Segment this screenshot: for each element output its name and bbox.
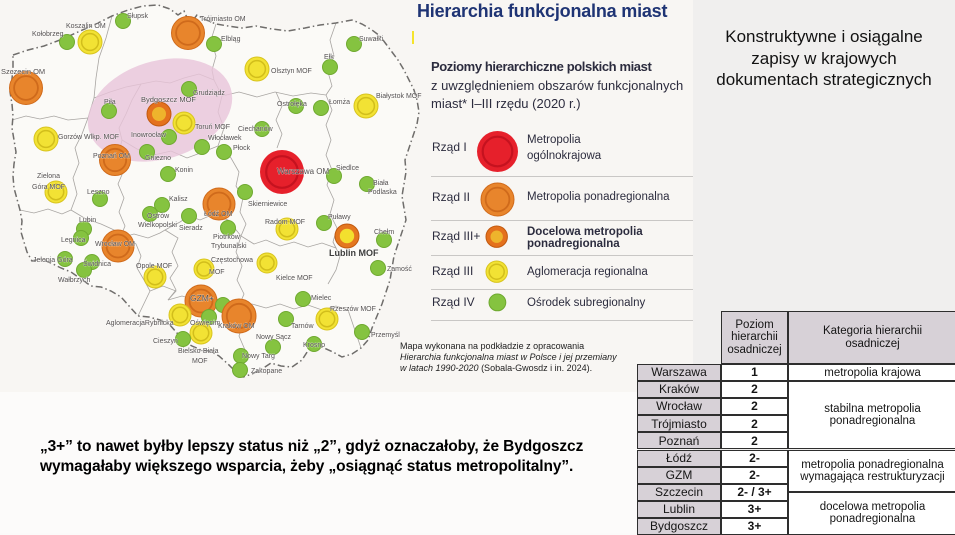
svg-text:Poznań OM: Poznań OM bbox=[93, 153, 130, 160]
svg-text:Szczecin OM: Szczecin OM bbox=[1, 67, 45, 76]
svg-text:Leszno: Leszno bbox=[87, 189, 110, 196]
svg-text:Rzeszów MOF: Rzeszów MOF bbox=[330, 306, 376, 313]
svg-text:Elbląg: Elbląg bbox=[221, 36, 241, 43]
svg-text:Ostrołęka: Ostrołęka bbox=[277, 101, 307, 108]
svg-text:Ostrów: Ostrów bbox=[147, 213, 170, 220]
svg-text:Puławy: Puławy bbox=[328, 214, 351, 221]
svg-text:Inowrocław: Inowrocław bbox=[131, 132, 167, 139]
svg-text:Biała: Biała bbox=[373, 180, 389, 187]
svg-text:Zakopane: Zakopane bbox=[251, 368, 282, 375]
svg-text:Trójmiasto OM: Trójmiasto OM bbox=[200, 16, 246, 23]
svg-text:Kraków OM: Kraków OM bbox=[218, 323, 255, 330]
svg-text:Łódź OM: Łódź OM bbox=[204, 211, 233, 218]
svg-text:Mielec: Mielec bbox=[311, 295, 332, 302]
svg-text:Koszalin OM: Koszalin OM bbox=[66, 23, 106, 30]
svg-text:Chełm: Chełm bbox=[374, 229, 394, 236]
svg-text:Włocławek: Włocławek bbox=[208, 135, 242, 142]
svg-text:Przemyśl: Przemyśl bbox=[371, 332, 400, 339]
svg-text:Toruń MOF: Toruń MOF bbox=[195, 124, 230, 131]
svg-text:Kielce MOF: Kielce MOF bbox=[276, 275, 313, 282]
svg-text:Góra MOF: Góra MOF bbox=[32, 184, 65, 191]
svg-text:Konin: Konin bbox=[175, 167, 193, 174]
svg-text:Krosno: Krosno bbox=[303, 342, 325, 349]
svg-text:Nowy Targ: Nowy Targ bbox=[242, 353, 275, 360]
svg-text:Zamość: Zamość bbox=[387, 266, 412, 273]
svg-text:Piotrków: Piotrków bbox=[213, 234, 241, 241]
svg-text:Trybunalski: Trybunalski bbox=[211, 243, 247, 250]
svg-text:Ciechanów: Ciechanów bbox=[238, 126, 274, 133]
svg-text:Skierniewice: Skierniewice bbox=[248, 201, 287, 208]
svg-text:Bielsko-Biała: Bielsko-Biała bbox=[178, 348, 219, 355]
svg-text:Siedlce: Siedlce bbox=[336, 165, 359, 172]
svg-text:Grudziądz: Grudziądz bbox=[193, 90, 225, 97]
svg-text:Opole MOF: Opole MOF bbox=[136, 263, 172, 270]
svg-text:Nowy Sącz: Nowy Sącz bbox=[256, 334, 292, 341]
svg-text:Bydgoszcz MOF: Bydgoszcz MOF bbox=[141, 95, 196, 104]
svg-text:Płock: Płock bbox=[233, 145, 251, 152]
svg-text:Częstochowa: Częstochowa bbox=[211, 257, 253, 264]
svg-text:GZM+: GZM+ bbox=[190, 293, 214, 303]
svg-text:Gorzów Wlkp. MOF: Gorzów Wlkp. MOF bbox=[58, 134, 119, 141]
svg-text:Lubin: Lubin bbox=[79, 217, 96, 224]
svg-text:Legnica: Legnica bbox=[61, 237, 86, 244]
svg-text:Ełk: Ełk bbox=[324, 54, 334, 61]
svg-text:Jelenia Góra: Jelenia Góra bbox=[33, 257, 73, 264]
svg-text:Warszawa OM: Warszawa OM bbox=[277, 167, 329, 176]
svg-text:Wrocław OM: Wrocław OM bbox=[95, 241, 135, 248]
svg-text:Suwałki: Suwałki bbox=[359, 36, 384, 43]
svg-text:Słupsk: Słupsk bbox=[127, 13, 149, 20]
svg-text:Oświęcim: Oświęcim bbox=[190, 320, 221, 327]
svg-text:Tarnów: Tarnów bbox=[291, 323, 315, 330]
svg-text:Świdnica: Świdnica bbox=[83, 259, 111, 268]
svg-text:Sieradz: Sieradz bbox=[179, 225, 203, 232]
svg-text:Piła: Piła bbox=[104, 99, 116, 106]
svg-text:Podlaska: Podlaska bbox=[368, 189, 397, 196]
svg-text:Kołobrzeg: Kołobrzeg bbox=[32, 31, 64, 38]
svg-text:Radom MOF: Radom MOF bbox=[265, 219, 305, 226]
svg-text:Wielkopolski: Wielkopolski bbox=[138, 222, 177, 229]
svg-text:Gniezno: Gniezno bbox=[145, 155, 171, 162]
svg-text:Łomża: Łomża bbox=[329, 99, 350, 106]
svg-text:Cieszyn: Cieszyn bbox=[153, 338, 178, 345]
svg-text:Olsztyn MOF: Olsztyn MOF bbox=[271, 68, 312, 75]
svg-text:MOF: MOF bbox=[209, 269, 225, 276]
svg-text:AglomeracjaRybnicka: AglomeracjaRybnicka bbox=[106, 320, 174, 327]
svg-text:Białystok MOF: Białystok MOF bbox=[376, 93, 422, 100]
svg-text:Zielona: Zielona bbox=[37, 173, 60, 180]
svg-text:MOF: MOF bbox=[192, 358, 208, 365]
svg-text:Kalisz: Kalisz bbox=[169, 196, 188, 203]
svg-text:Wałbrzych: Wałbrzych bbox=[58, 277, 91, 284]
svg-text:Lublin MOF: Lublin MOF bbox=[329, 248, 379, 258]
